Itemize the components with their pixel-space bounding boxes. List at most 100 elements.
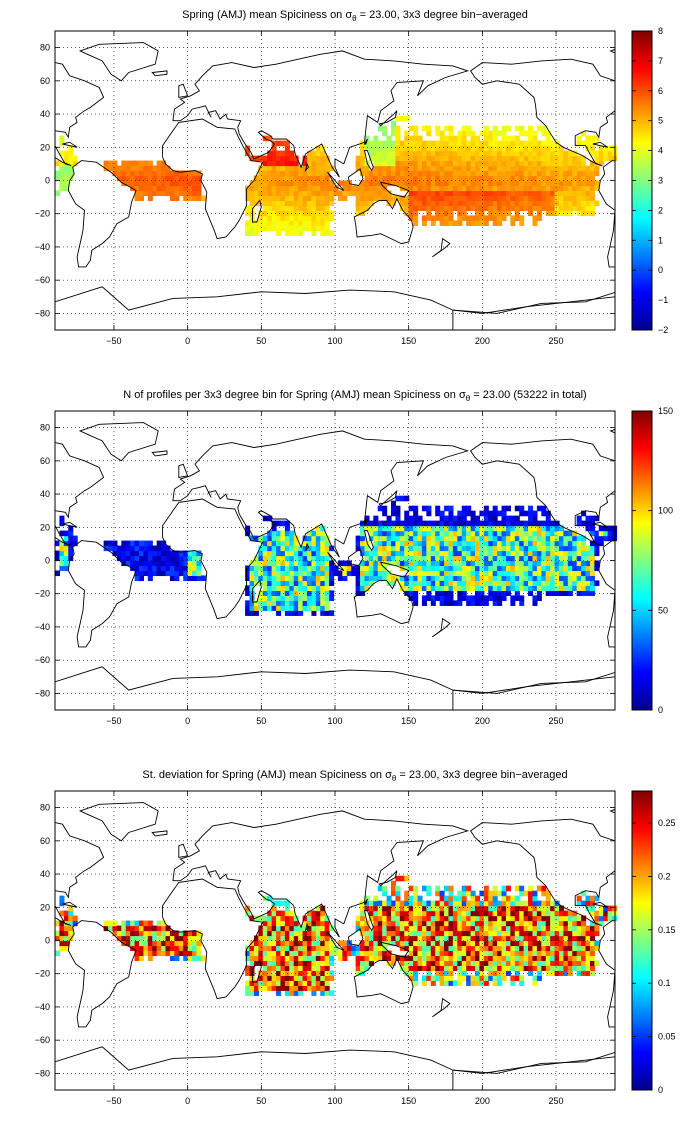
heatmap-cell (550, 590, 556, 596)
heatmap-cell (395, 545, 401, 552)
heatmap-cell (320, 210, 326, 216)
heatmap-cell (289, 540, 295, 547)
heatmap-cell (505, 895, 511, 902)
heatmap-cell (559, 560, 565, 567)
heatmap-cell (528, 910, 534, 917)
heatmap-cell (461, 160, 467, 167)
heatmap-cell (585, 590, 591, 596)
heatmap-cell (585, 525, 591, 532)
heatmap-cell (408, 175, 414, 182)
heatmap-cell (333, 945, 339, 952)
heatmap-cell (262, 550, 268, 557)
heatmap-cell (536, 185, 542, 192)
heatmap-cell (289, 595, 295, 601)
heatmap-cell (258, 155, 264, 162)
heatmap-cell (461, 975, 467, 981)
heatmap-cell (165, 935, 171, 942)
heatmap-cell (276, 575, 282, 582)
colorbar-tick-label: 100 (658, 506, 673, 516)
heatmap-cell (523, 145, 529, 152)
heatmap-cell (536, 930, 542, 937)
heatmap-cell (293, 915, 299, 922)
heatmap-cell (382, 505, 388, 512)
heatmap-cell (302, 965, 308, 971)
heatmap-cell (342, 955, 348, 962)
heatmap-cell (461, 155, 467, 162)
heatmap-cell (399, 915, 405, 922)
heatmap-cell (386, 135, 392, 142)
heatmap-cell (280, 225, 286, 231)
heatmap-cell (373, 560, 379, 567)
heatmap-cell (289, 950, 295, 957)
heatmap-cell (245, 955, 251, 962)
heatmap-cell (271, 195, 277, 202)
heatmap-cell (519, 525, 525, 532)
heatmap-cell (68, 910, 74, 917)
heatmap-cell (435, 945, 441, 952)
heatmap-cell (470, 515, 476, 522)
heatmap-cell (488, 210, 494, 216)
heatmap-cell (156, 950, 162, 957)
heatmap-cell (572, 585, 578, 591)
heatmap-cell (572, 560, 578, 567)
heatmap-cell (382, 900, 388, 907)
heatmap-cell (408, 945, 414, 952)
heatmap-cell (576, 895, 582, 902)
heatmap-cell (470, 165, 476, 172)
heatmap-cell (280, 910, 286, 917)
heatmap-cell (134, 165, 140, 172)
heatmap-cell (253, 535, 259, 542)
heatmap-cell (284, 225, 290, 231)
heatmap-cell (492, 930, 498, 937)
heatmap-cell (408, 170, 414, 177)
heatmap-cell (174, 565, 180, 572)
heatmap-cell (196, 175, 202, 182)
heatmap-cell (528, 530, 534, 537)
heatmap-cell (479, 575, 485, 582)
heatmap-cell (276, 925, 282, 932)
heatmap-cell (271, 905, 277, 912)
heatmap-cell (373, 940, 379, 947)
heatmap-cell (497, 910, 503, 917)
heatmap-cell (435, 140, 441, 147)
heatmap-cell (492, 530, 498, 537)
heatmap-cell (461, 210, 467, 216)
heatmap-cell (271, 215, 277, 221)
heatmap-cell (360, 565, 366, 572)
heatmap-cell (501, 175, 507, 182)
heatmap-cell (514, 140, 520, 147)
heatmap-cell (563, 585, 569, 591)
heatmap-cell (501, 150, 507, 157)
heatmap-cell (360, 200, 366, 207)
heatmap-cell (280, 530, 286, 537)
heatmap-cell (249, 220, 255, 226)
heatmap-cell (421, 575, 427, 582)
coastline (327, 171, 345, 191)
heatmap-cell (267, 560, 273, 567)
heatmap-cell (139, 545, 145, 552)
heatmap-cell (470, 925, 476, 932)
heatmap-cell (395, 505, 401, 512)
heatmap-cell (59, 185, 65, 192)
heatmap-cell (589, 170, 595, 177)
heatmap-cell (116, 175, 122, 182)
heatmap-cell (466, 155, 472, 162)
heatmap-cell (479, 950, 485, 957)
heatmap-cell (360, 160, 366, 167)
heatmap-cell (284, 985, 290, 991)
heatmap-cell (523, 205, 529, 211)
heatmap-cell (430, 520, 436, 527)
heatmap-cell (466, 565, 472, 572)
heatmap-cell (488, 530, 494, 537)
heatmap-cell (528, 550, 534, 557)
grid-lines (55, 791, 615, 1090)
y-tick-label: 20 (40, 142, 50, 152)
heatmap-cell (413, 185, 419, 192)
heatmap-cell (523, 165, 529, 172)
heatmap-cell (598, 535, 604, 542)
heatmap-cell (262, 200, 268, 207)
heatmap-cell (598, 905, 604, 912)
heatmap-cell (598, 150, 604, 157)
heatmap-cell (63, 545, 69, 552)
